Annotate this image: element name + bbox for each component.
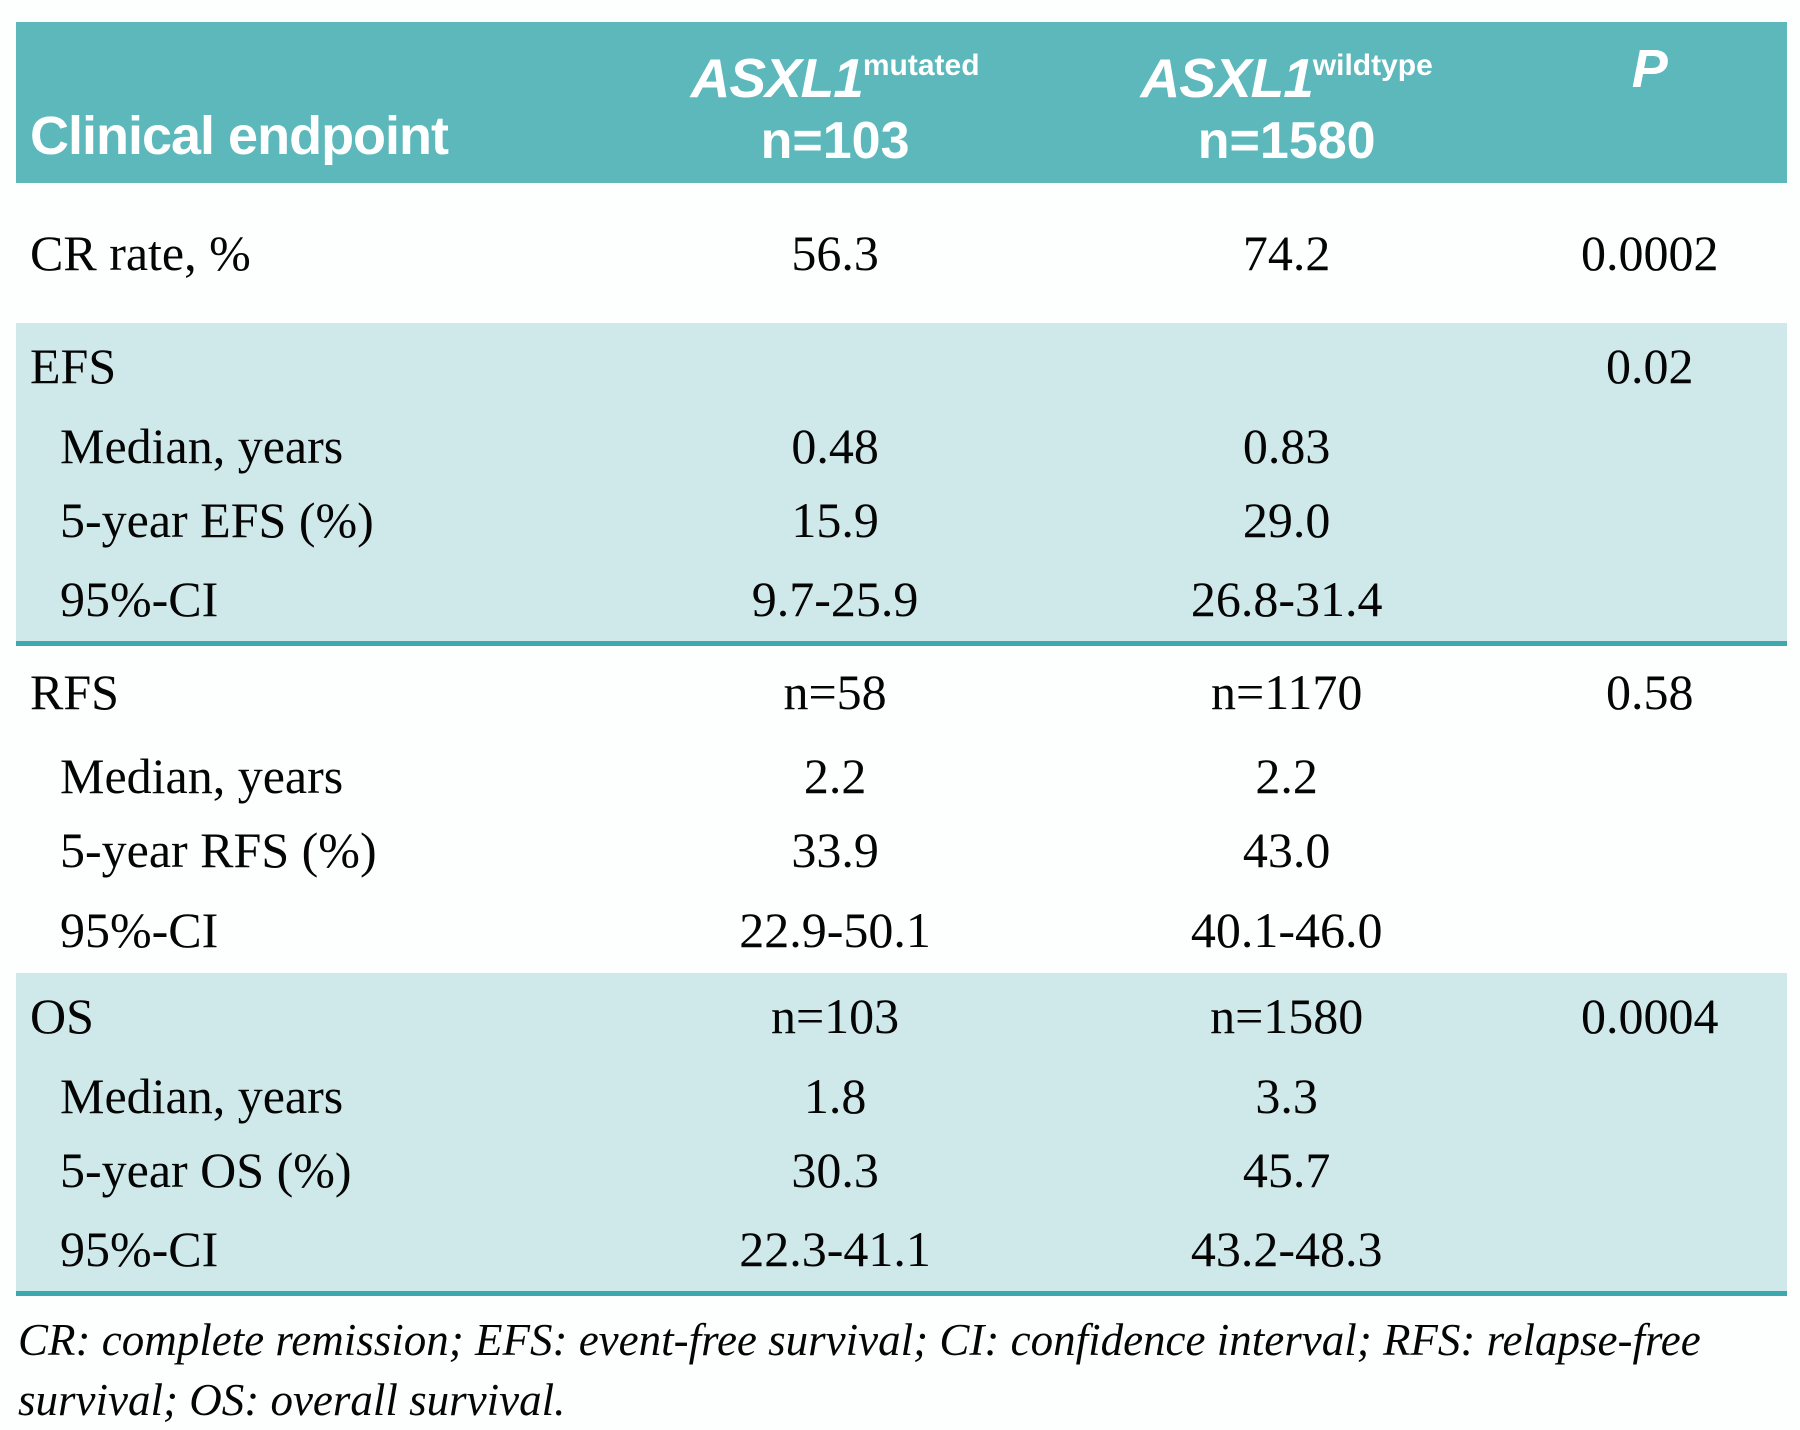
os-p-value: 0.0004 bbox=[1512, 973, 1787, 1059]
rfs-5year-p bbox=[1512, 813, 1787, 887]
row-rfs-ci: 95%-CI 22.9-50.1 40.1-46.0 bbox=[16, 887, 1787, 973]
clinical-endpoints-sheet: Clinical endpoint ASXL1mutated n=103 ASX… bbox=[16, 22, 1787, 1430]
efs-wildtype bbox=[1060, 323, 1513, 409]
row-efs-median: Median, years 0.48 0.83 bbox=[16, 409, 1787, 483]
header-asxl1-mutated: ASXL1mutated n=103 bbox=[609, 22, 1061, 183]
os-5year-mutated: 30.3 bbox=[609, 1133, 1061, 1207]
efs-ci-wildtype: 26.8-31.4 bbox=[1060, 557, 1513, 646]
os-label: OS bbox=[16, 973, 610, 1059]
os-median-wildtype: 3.3 bbox=[1060, 1059, 1513, 1133]
os-mutated: n=103 bbox=[609, 973, 1061, 1059]
rfs-label: RFS bbox=[30, 664, 119, 721]
os-5year-wildtype: 45.7 bbox=[1060, 1133, 1513, 1207]
table-footnote: CR: complete remission; EFS: event-free … bbox=[18, 1314, 1701, 1425]
efs-ci-label: 95%-CI bbox=[16, 557, 610, 646]
os-median-p bbox=[1512, 1059, 1787, 1133]
gene-name-mutated: ASXL1 bbox=[690, 46, 864, 109]
row-os-header: OS n=103 n=1580 0.0004 bbox=[16, 973, 1787, 1059]
os-median-label: Median, years bbox=[16, 1059, 610, 1133]
row-rfs-median: Median, years 2.2 2.2 bbox=[16, 739, 1787, 813]
os-wildtype: n=1580 bbox=[1060, 973, 1513, 1059]
asxl1-mutated-title: ASXL1mutated bbox=[609, 34, 1061, 110]
row-rfs-5year: 5-year RFS (%) 33.9 43.0 bbox=[16, 813, 1787, 887]
row-os-5year: 5-year OS (%) 30.3 45.7 bbox=[16, 1133, 1787, 1207]
n-count-mutated: n=103 bbox=[760, 111, 910, 170]
efs-median-wildtype: 0.83 bbox=[1060, 409, 1513, 483]
os-ci-label: 95%-CI bbox=[16, 1207, 610, 1296]
cr-label: CR rate, % bbox=[30, 225, 251, 281]
efs-ci-p bbox=[1512, 557, 1787, 646]
gene-name-wildtype: ASXL1 bbox=[1140, 46, 1314, 109]
os-5year-label: 5-year OS (%) bbox=[16, 1133, 610, 1207]
efs-label: EFS bbox=[16, 323, 610, 409]
os-ci-p bbox=[1512, 1207, 1787, 1296]
header-asxl1-wildtype: ASXL1wildtype n=1580 bbox=[1060, 22, 1513, 183]
rfs-median-wildtype: 2.2 bbox=[1255, 748, 1318, 804]
efs-ci-mutated: 9.7-25.9 bbox=[609, 557, 1061, 646]
row-os-ci: 95%-CI 22.3-41.1 43.2-48.3 bbox=[16, 1207, 1787, 1296]
rfs-ci-mutated: 22.9-50.1 bbox=[739, 902, 931, 958]
efs-5year-mutated: 15.9 bbox=[609, 483, 1061, 557]
efs-5year-wildtype: 29.0 bbox=[1060, 483, 1513, 557]
os-median-mutated: 1.8 bbox=[609, 1059, 1061, 1133]
row-cr-rate: CR rate, % 56.3 74.2 0.0002 bbox=[16, 183, 1787, 323]
efs-5year-p bbox=[1512, 483, 1787, 557]
rfs-mutated: n=58 bbox=[783, 664, 887, 721]
rfs-median-label: Median, years bbox=[60, 748, 344, 804]
efs-5year-label: 5-year EFS (%) bbox=[16, 483, 610, 557]
efs-p-value: 0.02 bbox=[1512, 323, 1787, 409]
cr-wildtype: 74.2 bbox=[1242, 225, 1331, 281]
efs-median-mutated: 0.48 bbox=[609, 409, 1061, 483]
row-efs-5year: 5-year EFS (%) 15.9 29.0 bbox=[16, 483, 1787, 557]
gene-superscript-mutated: mutated bbox=[862, 48, 980, 82]
n-count-wildtype: n=1580 bbox=[1197, 111, 1376, 170]
efs-median-p bbox=[1512, 409, 1787, 483]
rfs-p-value: 0.58 bbox=[1605, 664, 1694, 721]
clinical-endpoints-table: Clinical endpoint ASXL1mutated n=103 ASX… bbox=[16, 22, 1787, 1296]
rfs-wildtype: n=1170 bbox=[1211, 664, 1363, 721]
rfs-5year-mutated: 33.9 bbox=[791, 822, 879, 878]
header-clinical-endpoint: Clinical endpoint bbox=[16, 22, 610, 183]
row-efs-header: EFS 0.02 bbox=[16, 323, 1787, 409]
cr-p-value: 0.0002 bbox=[1580, 225, 1719, 281]
row-rfs-header: RFS n=58 n=1170 0.58 bbox=[16, 643, 1787, 739]
rfs-median-p bbox=[1512, 739, 1787, 813]
gene-superscript-wildtype: wildtype bbox=[1312, 48, 1433, 82]
row-efs-ci: 95%-CI 9.7-25.9 26.8-31.4 bbox=[16, 557, 1787, 646]
os-5year-p bbox=[1512, 1133, 1787, 1207]
os-ci-wildtype: 43.2-48.3 bbox=[1060, 1207, 1513, 1296]
rfs-ci-label: 95%-CI bbox=[60, 902, 219, 958]
asxl1-wildtype-title: ASXL1wildtype bbox=[1061, 34, 1513, 110]
header-p-value: P bbox=[1512, 22, 1787, 183]
header-row: Clinical endpoint ASXL1mutated n=103 ASX… bbox=[16, 22, 1787, 183]
efs-median-label: Median, years bbox=[16, 409, 610, 483]
rfs-5year-label: 5-year RFS (%) bbox=[60, 822, 377, 878]
row-os-median: Median, years 1.8 3.3 bbox=[16, 1059, 1787, 1133]
rfs-median-mutated: 2.2 bbox=[803, 748, 867, 804]
cr-mutated: 56.3 bbox=[791, 225, 879, 281]
rfs-ci-wildtype: 40.1-46.0 bbox=[1190, 902, 1383, 958]
efs-mutated bbox=[609, 323, 1061, 409]
rfs-5year-wildtype: 43.0 bbox=[1242, 822, 1331, 878]
rfs-ci-p bbox=[1512, 887, 1787, 973]
os-ci-mutated: 22.3-41.1 bbox=[609, 1207, 1061, 1296]
